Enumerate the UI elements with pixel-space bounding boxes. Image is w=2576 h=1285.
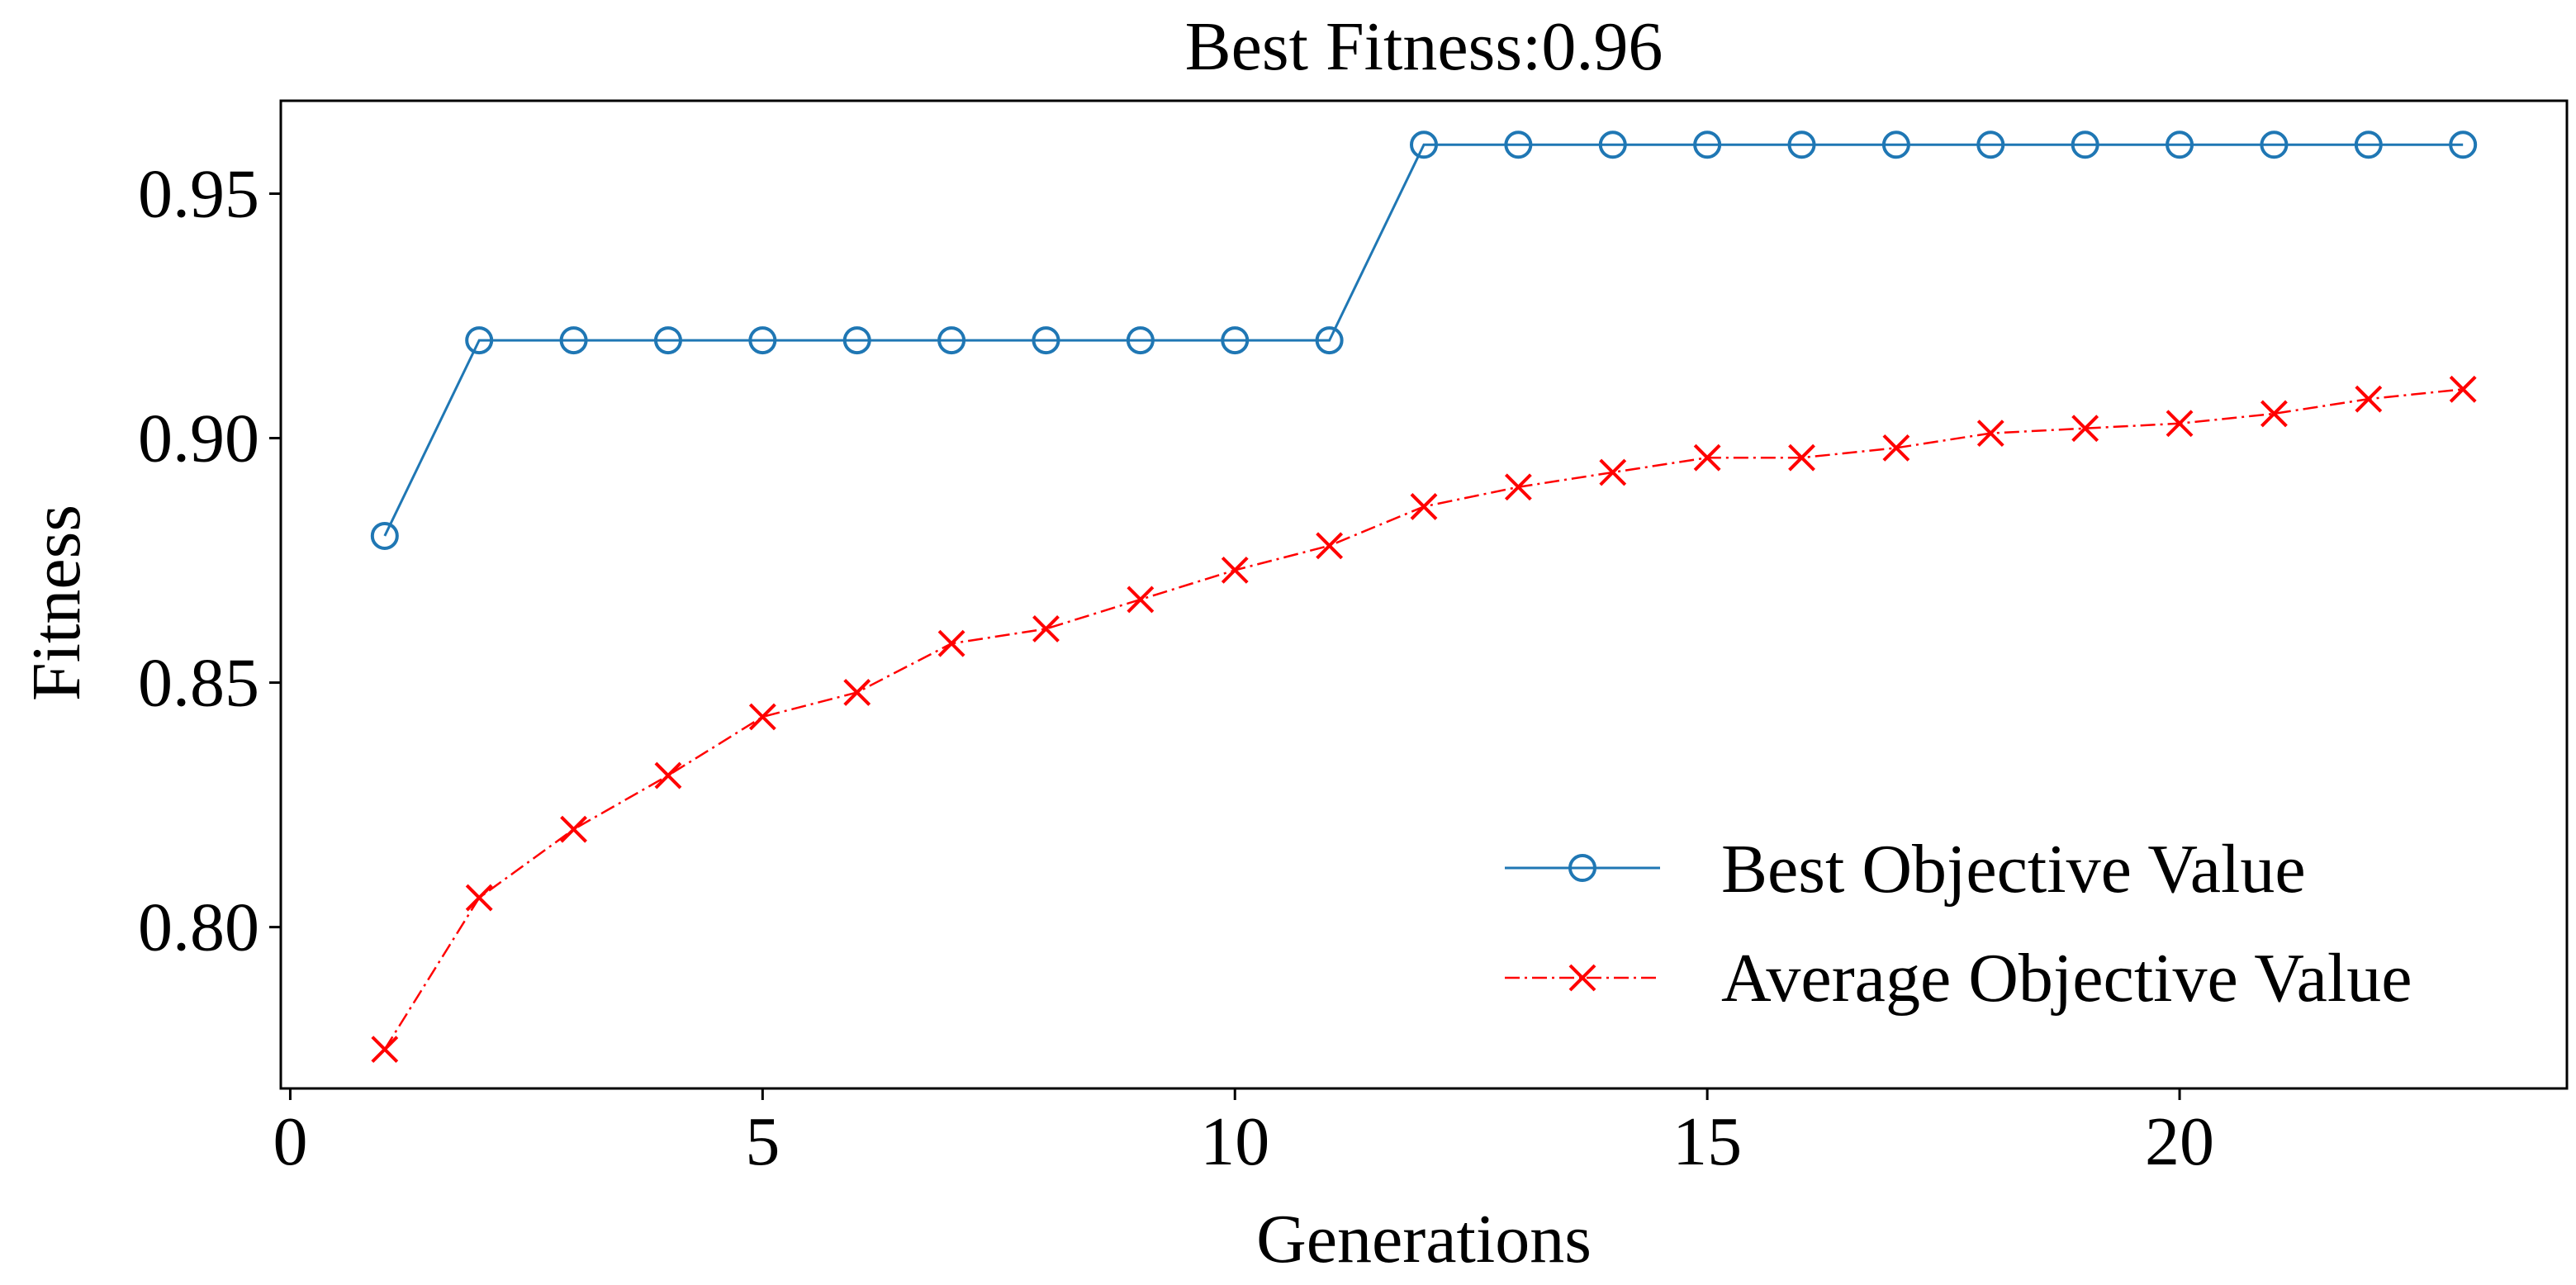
best-point <box>2449 130 2478 159</box>
plot-frame <box>279 99 2569 1090</box>
best-point <box>1221 326 1250 355</box>
average-point <box>560 815 587 843</box>
x-tick-label: 10 <box>1200 1103 1269 1180</box>
y-tick-label: 0.80 <box>138 889 259 966</box>
best-point <box>842 326 871 355</box>
average-point <box>1221 556 1249 584</box>
average-point <box>1032 615 1060 642</box>
average-point <box>2355 385 2383 413</box>
legend-best-marker <box>1568 854 1596 882</box>
best-point <box>1410 130 1438 159</box>
average-point <box>2449 375 2477 403</box>
average-point <box>2166 410 2194 438</box>
best-point <box>1881 130 1910 159</box>
average-point <box>2071 415 2099 443</box>
best-series-line <box>383 143 2464 537</box>
best-point <box>937 326 966 355</box>
best-point <box>748 326 777 355</box>
average-point <box>937 629 965 657</box>
chart-title: Best Fitness:0.96 <box>1185 8 1663 85</box>
average-point <box>371 1036 399 1064</box>
legend: Best Objective Value Average Objective V… <box>1505 831 2412 1017</box>
average-point <box>843 679 871 706</box>
y-tick-label: 0.90 <box>138 401 259 477</box>
x-axis-label: Generations <box>1256 1201 1592 1278</box>
legend-best-label: Best Objective Value <box>1721 831 2306 908</box>
x-tick-label: 5 <box>745 1103 780 1180</box>
y-axis-label: Fitness <box>18 505 95 701</box>
best-point <box>2166 130 2194 159</box>
average-point <box>1316 532 1344 560</box>
best-point <box>1693 130 1722 159</box>
x-tick-label: 0 <box>273 1103 307 1180</box>
best-point <box>1315 326 1344 355</box>
plot-area <box>370 130 2478 1064</box>
average-point <box>1693 443 1721 472</box>
average-point <box>748 703 776 731</box>
average-point <box>1504 473 1532 501</box>
average-point <box>654 761 682 789</box>
average-point <box>1599 458 1627 486</box>
best-point <box>1598 130 1627 159</box>
legend-average-label: Average Objective Value <box>1721 940 2412 1017</box>
average-point <box>465 884 493 912</box>
best-point <box>1976 130 2005 159</box>
best-point <box>1504 130 1533 159</box>
best-point <box>1787 130 1816 159</box>
best-point <box>2071 130 2099 159</box>
average-point <box>1788 443 1815 472</box>
y-tick-label: 0.85 <box>138 645 259 722</box>
average-point <box>1976 420 2004 448</box>
axis-ticks: 0 5 10 15 20 0.80 0.85 0.90 0.95 <box>138 155 2214 1180</box>
average-point <box>2261 400 2288 428</box>
average-point <box>1882 434 1910 462</box>
legend-average-marker <box>1568 964 1596 992</box>
best-point <box>1032 326 1060 355</box>
average-point <box>1410 493 1438 520</box>
x-tick-label: 15 <box>1672 1103 1742 1180</box>
average-point <box>1127 586 1155 614</box>
x-tick-label: 20 <box>2145 1103 2214 1180</box>
best-point <box>559 326 588 355</box>
best-point <box>2354 130 2383 159</box>
best-point <box>370 521 399 550</box>
best-point <box>465 326 494 355</box>
best-point <box>653 326 682 355</box>
best-point <box>2260 130 2289 159</box>
best-point <box>1126 326 1155 355</box>
y-tick-label: 0.95 <box>138 155 259 232</box>
